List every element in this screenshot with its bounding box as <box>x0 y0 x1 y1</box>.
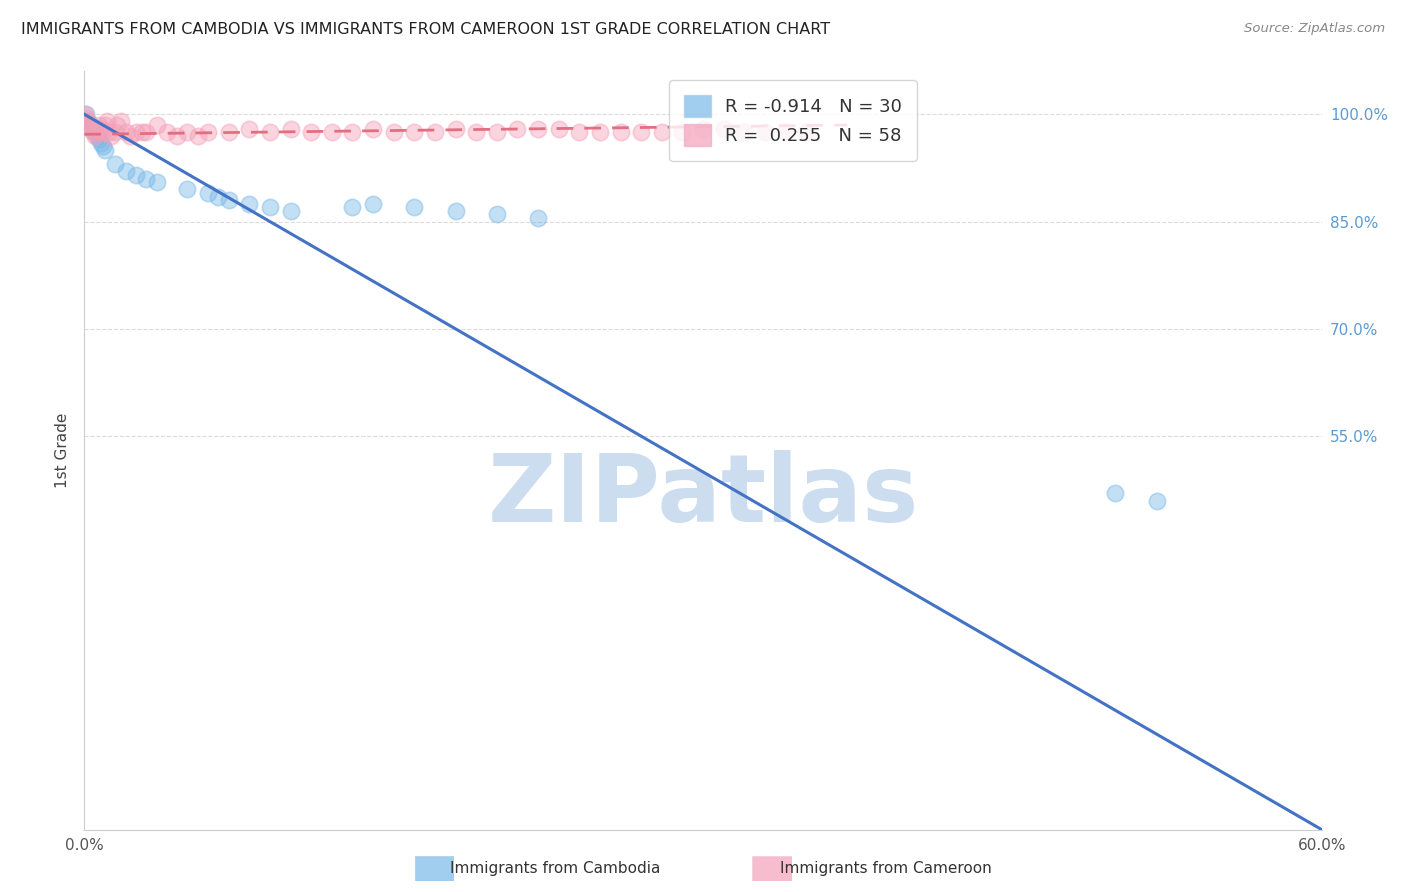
Point <box>547 121 569 136</box>
Point <box>86 125 108 139</box>
Point <box>104 157 127 171</box>
Point <box>90 136 112 150</box>
Point <box>82 121 104 136</box>
Point <box>465 125 488 139</box>
Point <box>91 139 114 153</box>
Point <box>1104 486 1126 500</box>
Point <box>77 114 100 128</box>
Point <box>218 125 240 139</box>
Point <box>90 121 112 136</box>
Point <box>651 125 673 139</box>
Point <box>630 125 652 139</box>
Point <box>207 189 229 203</box>
Point <box>176 182 198 196</box>
Point <box>79 118 101 132</box>
Point <box>733 125 755 139</box>
Point <box>156 125 179 139</box>
Point <box>100 128 122 143</box>
Legend: R = -0.914   N = 30, R =  0.255   N = 58: R = -0.914 N = 30, R = 0.255 N = 58 <box>669 80 917 161</box>
Point <box>485 125 508 139</box>
Point <box>75 107 97 121</box>
Text: ZIPatlas: ZIPatlas <box>488 450 918 542</box>
Text: Immigrants from Cameroon: Immigrants from Cameroon <box>780 861 991 876</box>
Point <box>382 125 405 139</box>
Point <box>361 196 384 211</box>
Point <box>280 203 302 218</box>
Point <box>218 193 240 207</box>
Point <box>77 118 100 132</box>
Point <box>135 171 157 186</box>
Point <box>118 128 141 143</box>
Point <box>404 125 426 139</box>
Point <box>83 125 105 139</box>
Point <box>259 125 281 139</box>
Text: Immigrants from Cambodia: Immigrants from Cambodia <box>450 861 661 876</box>
Point <box>527 121 550 136</box>
Point <box>589 125 612 139</box>
Point <box>1146 493 1168 508</box>
Point <box>87 132 110 146</box>
Point <box>404 200 426 214</box>
Point <box>79 121 101 136</box>
Point <box>105 118 128 132</box>
Point <box>76 114 98 128</box>
Point <box>527 211 550 225</box>
Point <box>75 111 97 125</box>
Point <box>568 125 591 139</box>
Point <box>86 128 108 143</box>
Point <box>91 125 114 139</box>
Point <box>110 114 132 128</box>
Point <box>342 125 364 139</box>
Point <box>671 125 693 139</box>
Point <box>444 203 467 218</box>
Point <box>259 200 281 214</box>
Point <box>125 125 148 139</box>
Point <box>125 168 148 182</box>
Point <box>104 125 127 139</box>
Point <box>342 200 364 214</box>
Point <box>794 125 817 139</box>
Point <box>145 118 167 132</box>
Point <box>506 121 529 136</box>
Point <box>96 114 118 128</box>
Point <box>98 125 121 139</box>
Point <box>166 128 188 143</box>
Point <box>94 143 117 157</box>
Point <box>94 118 117 132</box>
Point <box>361 121 384 136</box>
Point <box>775 125 797 139</box>
Point <box>87 118 110 132</box>
Point <box>114 125 136 139</box>
Point <box>197 186 219 200</box>
Point <box>238 196 260 211</box>
Point <box>75 107 97 121</box>
Point <box>83 128 105 143</box>
Point <box>145 175 167 189</box>
Point <box>114 164 136 178</box>
Point <box>692 121 714 136</box>
Point <box>131 125 153 139</box>
Point <box>485 207 508 221</box>
Point <box>299 125 322 139</box>
Point <box>444 121 467 136</box>
Point <box>423 125 446 139</box>
Point <box>609 125 631 139</box>
Point <box>187 128 209 143</box>
Point <box>176 125 198 139</box>
Point <box>197 125 219 139</box>
Text: IMMIGRANTS FROM CAMBODIA VS IMMIGRANTS FROM CAMEROON 1ST GRADE CORRELATION CHART: IMMIGRANTS FROM CAMBODIA VS IMMIGRANTS F… <box>21 22 830 37</box>
Point <box>238 121 260 136</box>
Point <box>713 121 735 136</box>
Y-axis label: 1st Grade: 1st Grade <box>55 413 70 488</box>
Text: Source: ZipAtlas.com: Source: ZipAtlas.com <box>1244 22 1385 36</box>
Point <box>82 125 104 139</box>
Point <box>754 125 776 139</box>
Point <box>135 125 157 139</box>
Point <box>321 125 343 139</box>
Point <box>280 121 302 136</box>
